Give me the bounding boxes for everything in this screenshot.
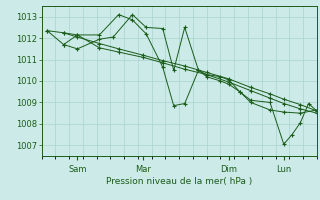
- X-axis label: Pression niveau de la mer( hPa ): Pression niveau de la mer( hPa ): [106, 177, 252, 186]
